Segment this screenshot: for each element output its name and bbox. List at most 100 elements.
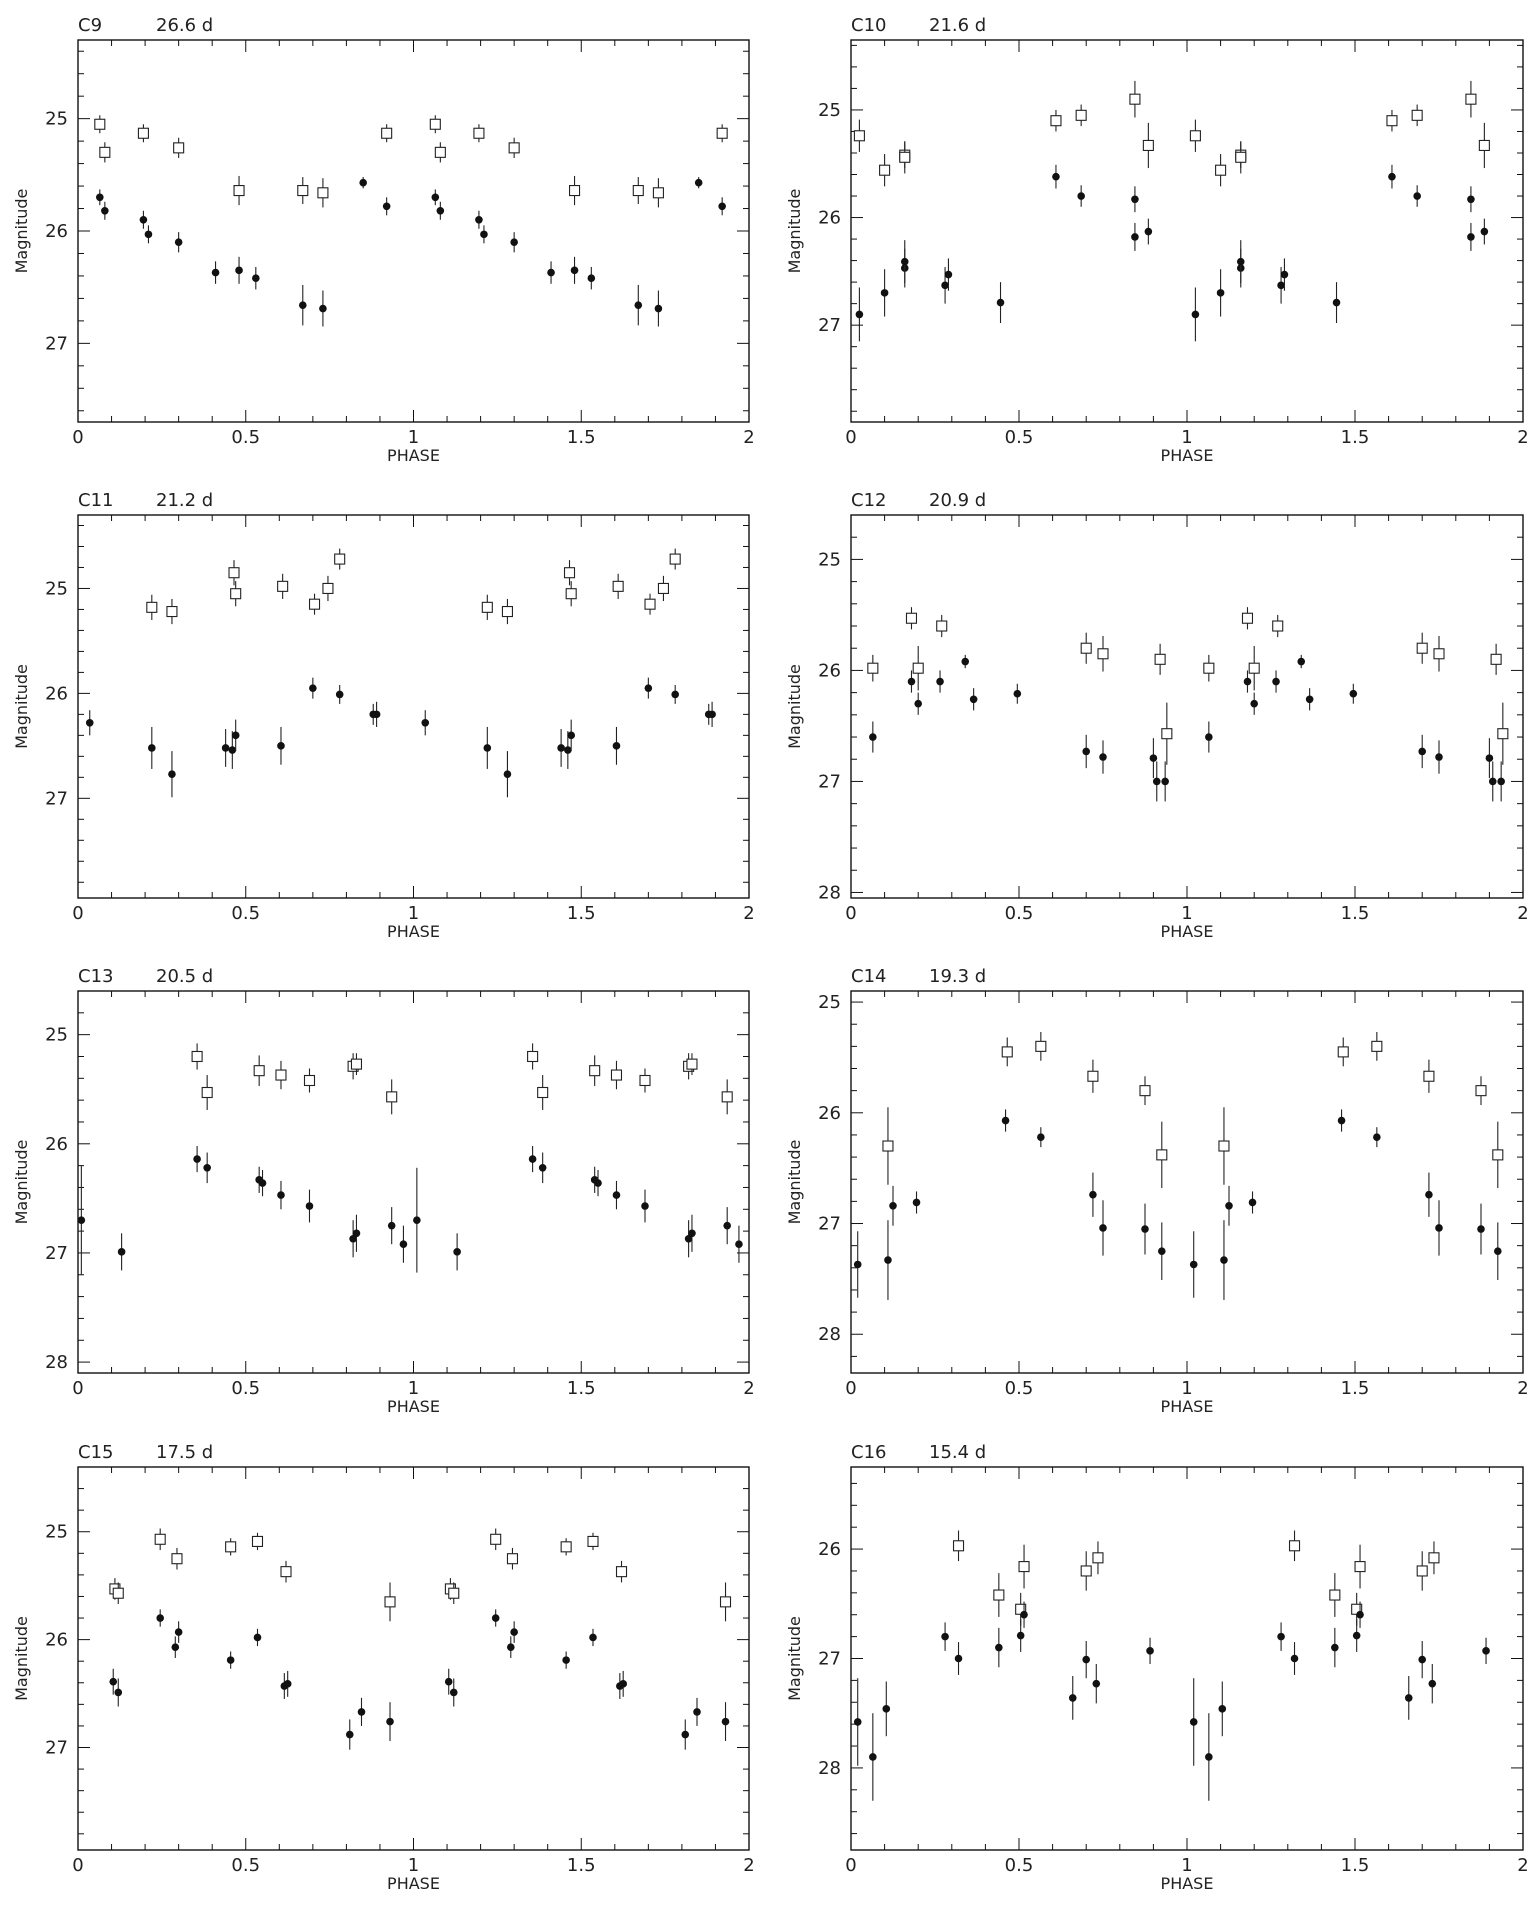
x-tick-label: 1 [1181,427,1192,448]
data-point-dot [1052,172,1060,181]
data-point-square [1371,1040,1383,1052]
x-tick-label: 2 [743,1378,754,1399]
data-point-dot [900,257,909,266]
data-point-dot [1477,1225,1485,1233]
data-point-dot [1146,1647,1154,1655]
panel-c13: C13 20.5 d 0 0.5 1 1.5 2 25 26 27 28 PHASE Magnitude [12,966,755,1416]
data-point-dot [538,1164,547,1172]
x-tick-label: 1 [1181,903,1192,924]
data-point-dot [305,1202,314,1210]
data-point-dot [352,1229,361,1238]
y-tick-label: 25 [45,1025,68,1046]
data-point-square [1465,93,1477,105]
panel-period: 20.5 d [156,966,213,987]
data-point-dot [853,1260,862,1269]
panel-period: 15.4 d [929,1442,986,1463]
data-point-square [1087,1070,1099,1082]
data-point-square [1478,139,1490,152]
data-point-dot [1220,1256,1228,1264]
plot-frame [77,990,750,1374]
series-filled-circles [869,654,1505,802]
data-point-dot [413,1216,421,1224]
data-point-square [905,612,918,624]
data-point-square [1423,1070,1435,1082]
x-tick-label: 2 [1517,427,1528,448]
data-point-square [615,1566,628,1578]
data-point-dot [228,746,237,754]
data-point-square [1215,164,1227,176]
data-point-dot [1373,1133,1381,1141]
data-point-dot [708,710,716,719]
y-tick-label: 28 [818,882,841,903]
y-tick-label: 27 [45,1243,68,1264]
data-point-dot [1331,1643,1339,1652]
data-point-dot [1020,1610,1028,1619]
data-point-dot [171,1643,180,1651]
data-point-dot [1425,1190,1433,1199]
series-open-squares [191,1043,733,1115]
data-point-square [1235,151,1247,163]
data-point-dot [156,1614,164,1622]
data-point-dot [491,1614,500,1622]
data-point-dot [1356,1610,1364,1619]
data-point-square [233,185,245,197]
data-point-dot [869,733,877,741]
data-point-dot [1277,1632,1285,1641]
y-tick-label: 27 [818,1649,841,1670]
data-point-square [1203,662,1215,674]
series-open-squares [882,1031,1504,1189]
data-point-dot [1248,1198,1257,1207]
data-point-square [1433,648,1445,660]
data-point-dot [641,1202,649,1210]
data-point-dot [564,746,572,754]
panel-title: C15 [78,1442,113,1463]
series-filled-circles [77,1145,743,1275]
data-point-dot [372,710,381,719]
data-point-square [434,146,446,158]
data-point-dot [1418,747,1426,756]
data-point-dot [1152,777,1161,786]
data-point-dot [693,1708,701,1716]
y-tick-label: 28 [818,1758,841,1779]
data-point-dot [1205,733,1213,741]
data-point-dot [1494,1247,1502,1256]
y-axis-title: Magnitude [785,1140,804,1225]
panel-title: C12 [851,490,886,511]
data-point-square [386,1091,398,1103]
x-tick-label: 1 [1181,1378,1192,1399]
data-point-dot [688,1229,696,1238]
data-point-square [1035,1040,1047,1052]
x-tick-label: 1 [408,903,419,924]
panel-title: C10 [851,15,886,36]
data-point-dot [587,274,596,282]
data-point-square [686,1058,698,1070]
y-axis-title: Magnitude [12,189,31,274]
data-point-square [639,1074,651,1087]
data-point-square [506,1553,519,1565]
data-point-square [1001,1046,1013,1058]
data-point-dot [1297,657,1306,666]
plot-frame [850,514,1524,899]
x-tick-label: 0 [845,1378,856,1399]
data-point-dot [1349,689,1358,698]
data-point-dot [562,1656,570,1664]
series-filled-circles [855,164,1489,342]
data-point-dot [1092,1679,1101,1688]
data-point-square [568,185,581,197]
data-point-square [1497,728,1509,740]
x-axis-title: PHASE [387,446,440,465]
x-tick-label: 1.5 [567,1855,596,1876]
data-point-dot [139,215,148,224]
data-point-square [1248,662,1260,674]
data-point-dot [694,178,703,187]
y-tick-label: 27 [818,315,841,336]
data-point-square [1189,130,1201,142]
data-point-square [473,127,485,139]
data-point-square [1492,1149,1504,1161]
data-point-dot [174,238,183,247]
x-tick-label: 2 [743,427,754,448]
data-point-square [1092,1552,1104,1564]
data-point-dot [528,1155,537,1163]
data-point-dot [1191,310,1200,319]
data-point-square [99,146,111,158]
